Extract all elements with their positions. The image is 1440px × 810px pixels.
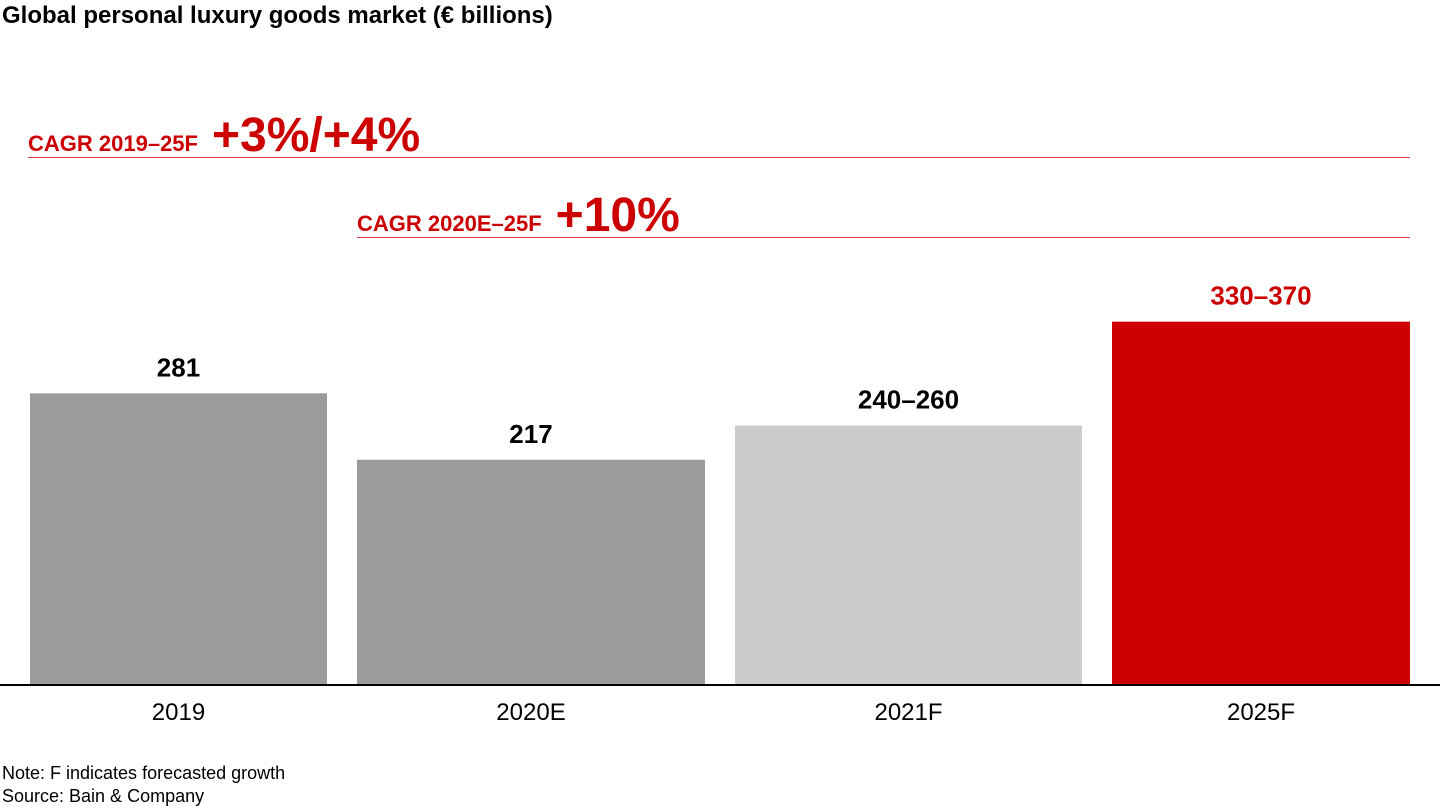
x-tick-label-2019: 2019 [152,699,205,726]
cagr-2019-25f-label: CAGR 2019–25F [28,131,198,156]
cagr-2020e-25f-value: +10% [555,189,680,242]
x-tick-labels-group: 2019 2020E 2021F 2025F [152,699,1295,726]
cagr-2019-25f-annotation: CAGR 2019–25F +3%/+4% [28,112,420,160]
x-tick-label-2025f: 2025F [1227,699,1295,726]
source-text: Source: Bain & Company [2,786,205,806]
bar-2021f [735,425,1082,685]
note-text: Note: F indicates forecasted growth [2,763,286,783]
bars-group [30,321,1410,685]
x-tick-label-2020e: 2020E [496,699,565,726]
x-tick-label-2021f: 2021F [874,699,942,726]
cagr-2020e-25f-label: CAGR 2020E–25F [357,211,542,236]
cagr-2019-25f-value: +3%/+4% [211,109,421,162]
value-labels-group: 281 217 240–260 330–370 [157,281,1312,449]
bar-2025f [1112,321,1410,685]
value-label-2019: 281 [157,352,200,382]
bar-2020e [357,459,705,685]
cagr-2020e-25f-annotation: CAGR 2020E–25F +10% [357,192,680,240]
chart-notes: Note: F indicates forecasted growth Sour… [2,762,285,808]
value-label-2021f: 240–260 [858,385,959,415]
cagr-2020e-25f-line [357,237,1410,238]
value-label-2025f: 330–370 [1210,281,1311,311]
chart-title: Global personal luxury goods market (€ b… [2,2,553,29]
cagr-2019-25f-line [28,157,1410,158]
value-label-2020e: 217 [509,419,552,449]
bar-2019 [30,393,327,685]
